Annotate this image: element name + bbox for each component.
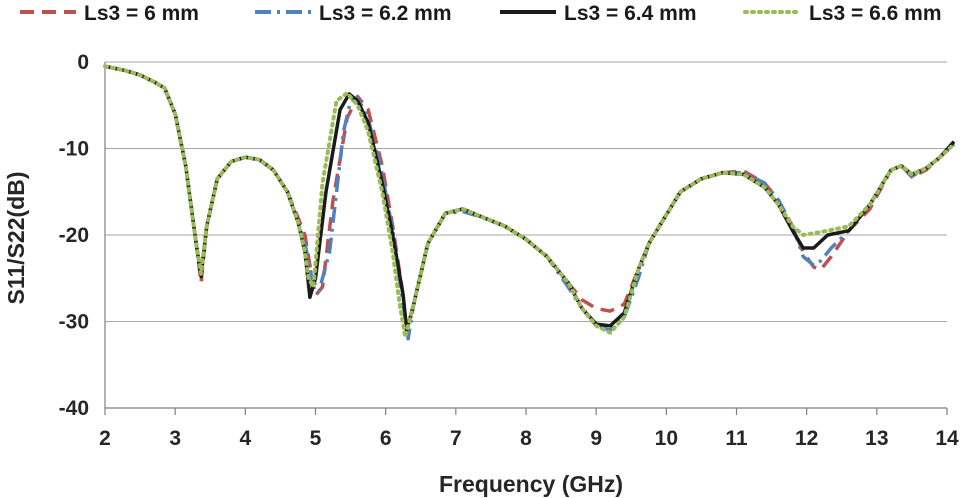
x-tick-label: 8: [520, 427, 532, 450]
legend-label-3: Ls3 = 6.4 mm: [564, 2, 697, 25]
x-tick-label: 5: [310, 427, 322, 450]
legend-label-2: Ls3 = 6.2 mm: [319, 2, 452, 25]
legend-label-1: Ls3 = 6 mm: [84, 2, 199, 25]
x-tick-label: 12: [795, 427, 818, 450]
series-line-3: [104, 64, 956, 332]
y-tick-label: -30: [59, 311, 89, 334]
x-tick-label: 10: [655, 427, 678, 450]
x-tick-label: 3: [169, 427, 181, 450]
series-line-2: [104, 64, 956, 341]
tick-labels: 0 -10 -20 -30 -40 2 3 4 5 6 7 8 9 10 11 12 13 14: [59, 51, 959, 450]
axes: [104, 62, 948, 415]
x-tick-label: 2: [99, 427, 111, 450]
x-tick-label: 6: [380, 427, 392, 450]
y-axis-title: S11/S22(dB): [3, 172, 29, 305]
y-tick-label: 0: [77, 51, 89, 74]
series-line-4: [103, 64, 956, 340]
series-group: [103, 64, 956, 341]
y-tick-label: -10: [59, 138, 89, 161]
legend: Ls3 = 6 mm Ls3 = 6.2 mm Ls3 = 6.4 mm Ls3 = …: [20, 2, 942, 25]
x-tick-label: 9: [590, 427, 602, 450]
legend-label-4: Ls3 = 6.6 mm: [809, 2, 942, 25]
x-axis-title: Frequency (GHz): [439, 471, 623, 497]
y-tick-label: -40: [59, 397, 89, 420]
series-line-1: [104, 64, 956, 337]
gridlines: [105, 61, 947, 322]
x-tick-label: 7: [450, 427, 462, 450]
y-tick-label: -20: [59, 224, 89, 247]
x-tick-label: 13: [865, 427, 888, 450]
x-tick-label: 11: [725, 427, 748, 450]
x-tick-label: 4: [239, 427, 251, 450]
x-tick-label: 14: [935, 427, 959, 450]
